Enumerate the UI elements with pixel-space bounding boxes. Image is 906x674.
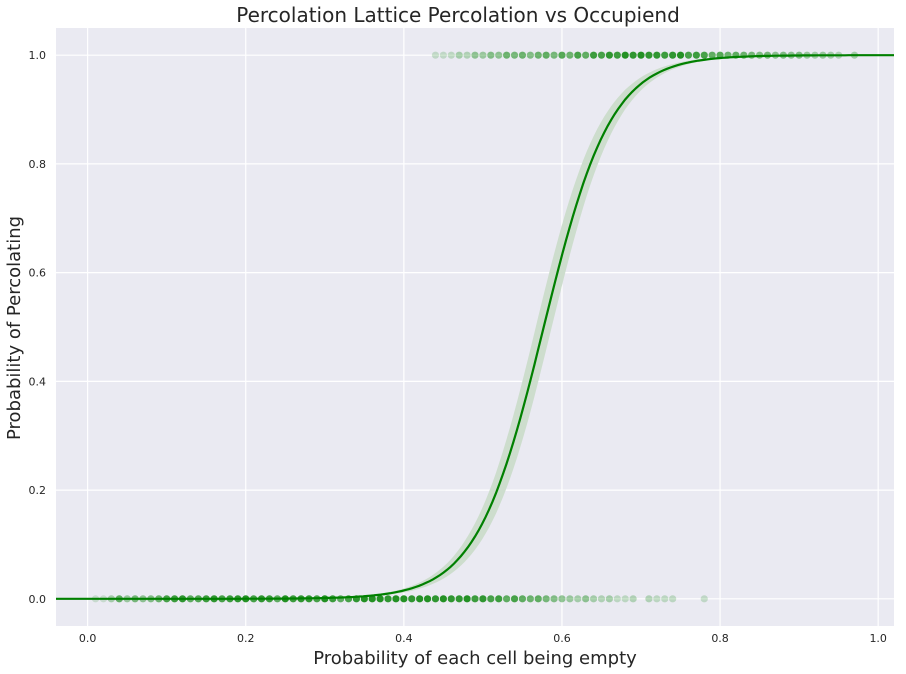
data-point [613,51,621,59]
data-point [400,595,408,603]
data-point [518,51,527,59]
data-point [621,51,629,59]
chart-title: Percolation Lattice Percolation vs Occup… [236,3,680,27]
data-point [621,595,629,603]
data-point [629,595,637,603]
logistic-fit-line [56,54,894,600]
data-point [526,595,534,603]
y-tick-label: 1.0 [29,49,47,62]
data-point [574,595,582,603]
x-tick-label: 0.4 [395,632,413,645]
data-point [479,51,487,59]
data-point [495,595,503,603]
data-point [503,595,511,603]
data-point [550,51,558,59]
data-point [455,51,463,59]
data-point [661,595,669,603]
data-point [503,51,511,59]
data-point [684,51,693,59]
data-point [589,595,598,603]
data-point [669,595,677,603]
data-point [463,51,471,59]
data-point [669,51,677,59]
data-point [518,595,527,603]
x-tick-label: 0.8 [711,632,729,645]
data-point [574,51,582,59]
data-point [637,51,645,59]
data-point [645,51,653,59]
data-point [542,595,550,603]
data-point [597,51,606,59]
data-point [653,595,661,603]
x-tick-label: 0.2 [237,632,255,645]
data-point [566,595,574,603]
data-point [597,595,606,603]
data-point [423,595,432,603]
data-point [447,595,455,603]
data-point [676,51,685,59]
y-tick-label: 0.2 [29,484,47,497]
data-point [582,51,590,59]
data-point [700,51,708,59]
data-point [392,595,400,603]
data-point [416,595,424,603]
data-point [526,51,534,59]
data-point [534,51,542,59]
y-tick-labels: 0.0 0.2 0.4 0.6 0.8 1.0 [29,49,47,606]
x-axis-label: Probability of each cell being empty [313,648,637,669]
data-point [384,595,392,603]
x-tick-label: 1.0 [869,632,887,645]
data-point [495,51,503,59]
data-point [558,595,566,603]
data-point [550,595,558,603]
data-point [368,595,376,603]
data-point [447,51,455,59]
data-point [613,595,621,603]
data-point [431,51,440,59]
data-point [471,595,479,603]
x-tick-label: 0.0 [79,632,97,645]
data-point [431,595,440,603]
data-point [439,51,447,59]
data-point [439,595,447,603]
y-tick-label: 0.0 [29,593,47,606]
data-point [558,51,566,59]
points-percolating [431,51,859,59]
y-tick-label: 0.4 [29,375,47,388]
data-point [471,51,479,59]
data-point [487,595,495,603]
data-point [708,51,716,59]
data-point [661,51,669,59]
data-point [337,595,345,603]
data-point [605,595,613,603]
data-point [376,595,384,603]
y-tick-label: 0.6 [29,267,47,280]
data-point [566,51,574,59]
data-point [408,595,416,603]
data-point [653,51,661,59]
data-point [463,595,471,603]
data-point [487,51,495,59]
data-point [589,51,598,59]
data-point [605,51,613,59]
data-point [582,595,590,603]
y-tick-label: 0.8 [29,158,47,171]
data-point [455,595,463,603]
data-point [692,51,700,59]
data-point [479,595,487,603]
x-tick-label: 0.6 [553,632,571,645]
data-point [700,595,708,603]
y-axis-label: Probability of Percolating [4,216,25,440]
x-tick-labels: 0.0 0.2 0.4 0.6 0.8 1.0 [79,632,887,645]
data-point [542,51,550,59]
data-point [510,51,519,59]
data-point [510,595,519,603]
data-point [645,595,653,603]
data-point [534,595,542,603]
x-gridlines [87,28,879,626]
data-point [629,51,637,59]
